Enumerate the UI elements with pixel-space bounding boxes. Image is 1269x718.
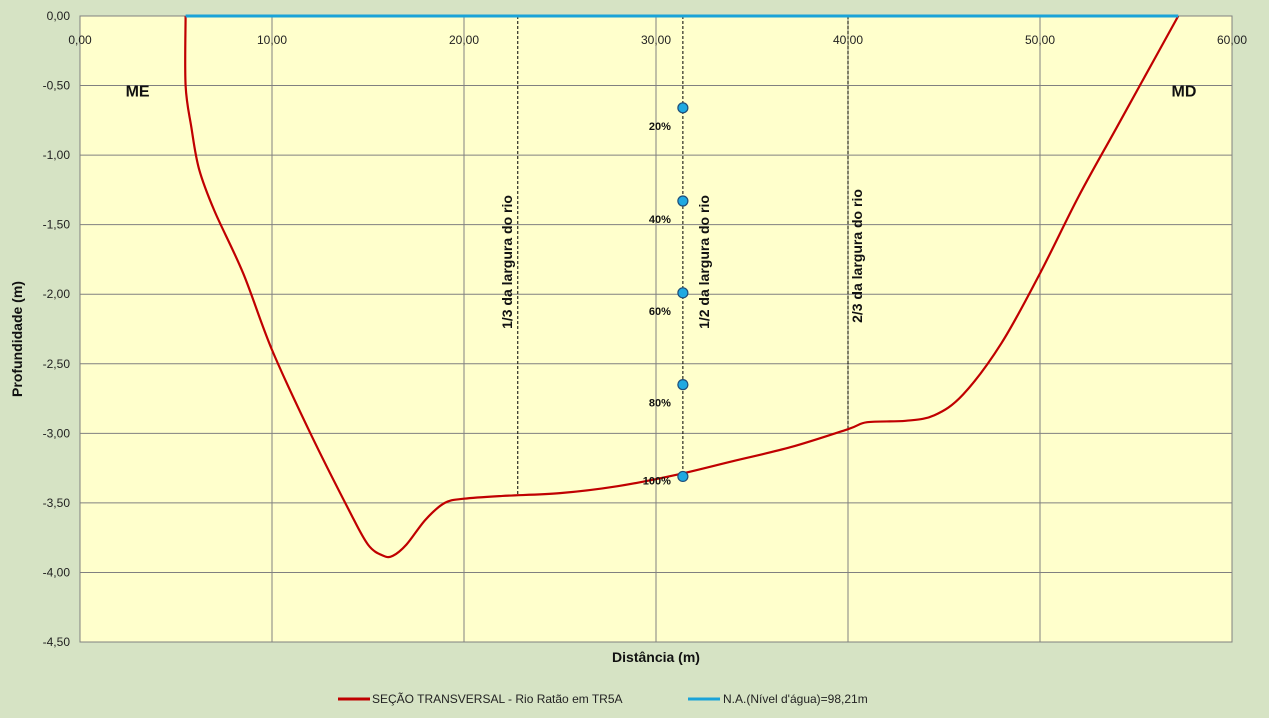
reference-line-label-2: 1/2 da largura do rio	[696, 195, 712, 329]
sample-points: 20% 40% 60% 80% 100%	[643, 102, 689, 487]
sample-point-label-5: 100%	[643, 475, 671, 487]
x-tick-label: 0,00	[68, 33, 92, 47]
y-tick-label: -0,50	[43, 79, 71, 93]
y-tick-label: -3,00	[43, 426, 71, 440]
sample-point-3	[677, 287, 689, 299]
y-tick-label: -1,00	[43, 148, 71, 162]
series-line-cross-section	[184, 15, 1180, 559]
x-tick-label: 40,00	[833, 33, 863, 47]
sample-point-label-2: 40%	[649, 214, 671, 226]
sample-point-2	[677, 195, 689, 207]
x-axis-label: Distância (m)	[612, 649, 700, 665]
legend: SEÇÃO TRANSVERSAL - Rio Ratão em TR5A N.A…	[338, 692, 868, 706]
series	[184, 14, 1180, 559]
sample-point-label-1: 20%	[649, 121, 671, 133]
legend-label-2: N.A.(Nível d'água)=98,21m	[723, 692, 868, 706]
annotations: ME MD	[126, 84, 1197, 101]
sample-point-label-4: 80%	[649, 398, 671, 410]
y-tick-label: -2,00	[43, 287, 71, 301]
legend-label-1: SEÇÃO TRANSVERSAL - Rio Ratão em TR5A	[372, 692, 623, 706]
left-bank-label: ME	[126, 84, 150, 101]
sample-point-4	[677, 379, 689, 391]
reference-line-label-1: 1/3 da largura do rio	[499, 195, 515, 329]
sample-point-5	[677, 470, 689, 483]
sample-point-label-3: 60%	[649, 306, 671, 318]
reference-line-label-3: 2/3 da largura do rio	[849, 189, 865, 323]
reference-lines: 1/3 da largura do rio 1/2 da largura do r…	[499, 16, 865, 496]
x-tick-label: 10,00	[257, 33, 287, 47]
y-tick-label: -4,50	[43, 635, 71, 649]
y-tick-label: -1,50	[43, 218, 71, 232]
y-tick-label: -3,50	[43, 496, 71, 510]
x-tick-label: 20,00	[449, 33, 479, 47]
x-tick-label: 30,00	[641, 33, 671, 47]
y-tick-label: -4,00	[43, 565, 71, 579]
y-axis-label: Profundidade (m)	[9, 281, 25, 397]
x-tick-labels: 0,00 10,00 20,00 30,00 40,00 50,00 60,00	[68, 33, 1247, 47]
right-bank-label: MD	[1172, 84, 1197, 101]
x-tick-label: 60,00	[1217, 33, 1247, 47]
sample-point-1	[677, 102, 689, 114]
y-tick-label: 0,00	[47, 9, 71, 23]
y-tick-label: -2,50	[43, 357, 71, 371]
y-tick-labels: 0,00 -0,50 -1,00 -1,50 -2,00 -2,50 -3,00 -3,50 -…	[43, 9, 71, 649]
x-tick-label: 50,00	[1025, 33, 1055, 47]
